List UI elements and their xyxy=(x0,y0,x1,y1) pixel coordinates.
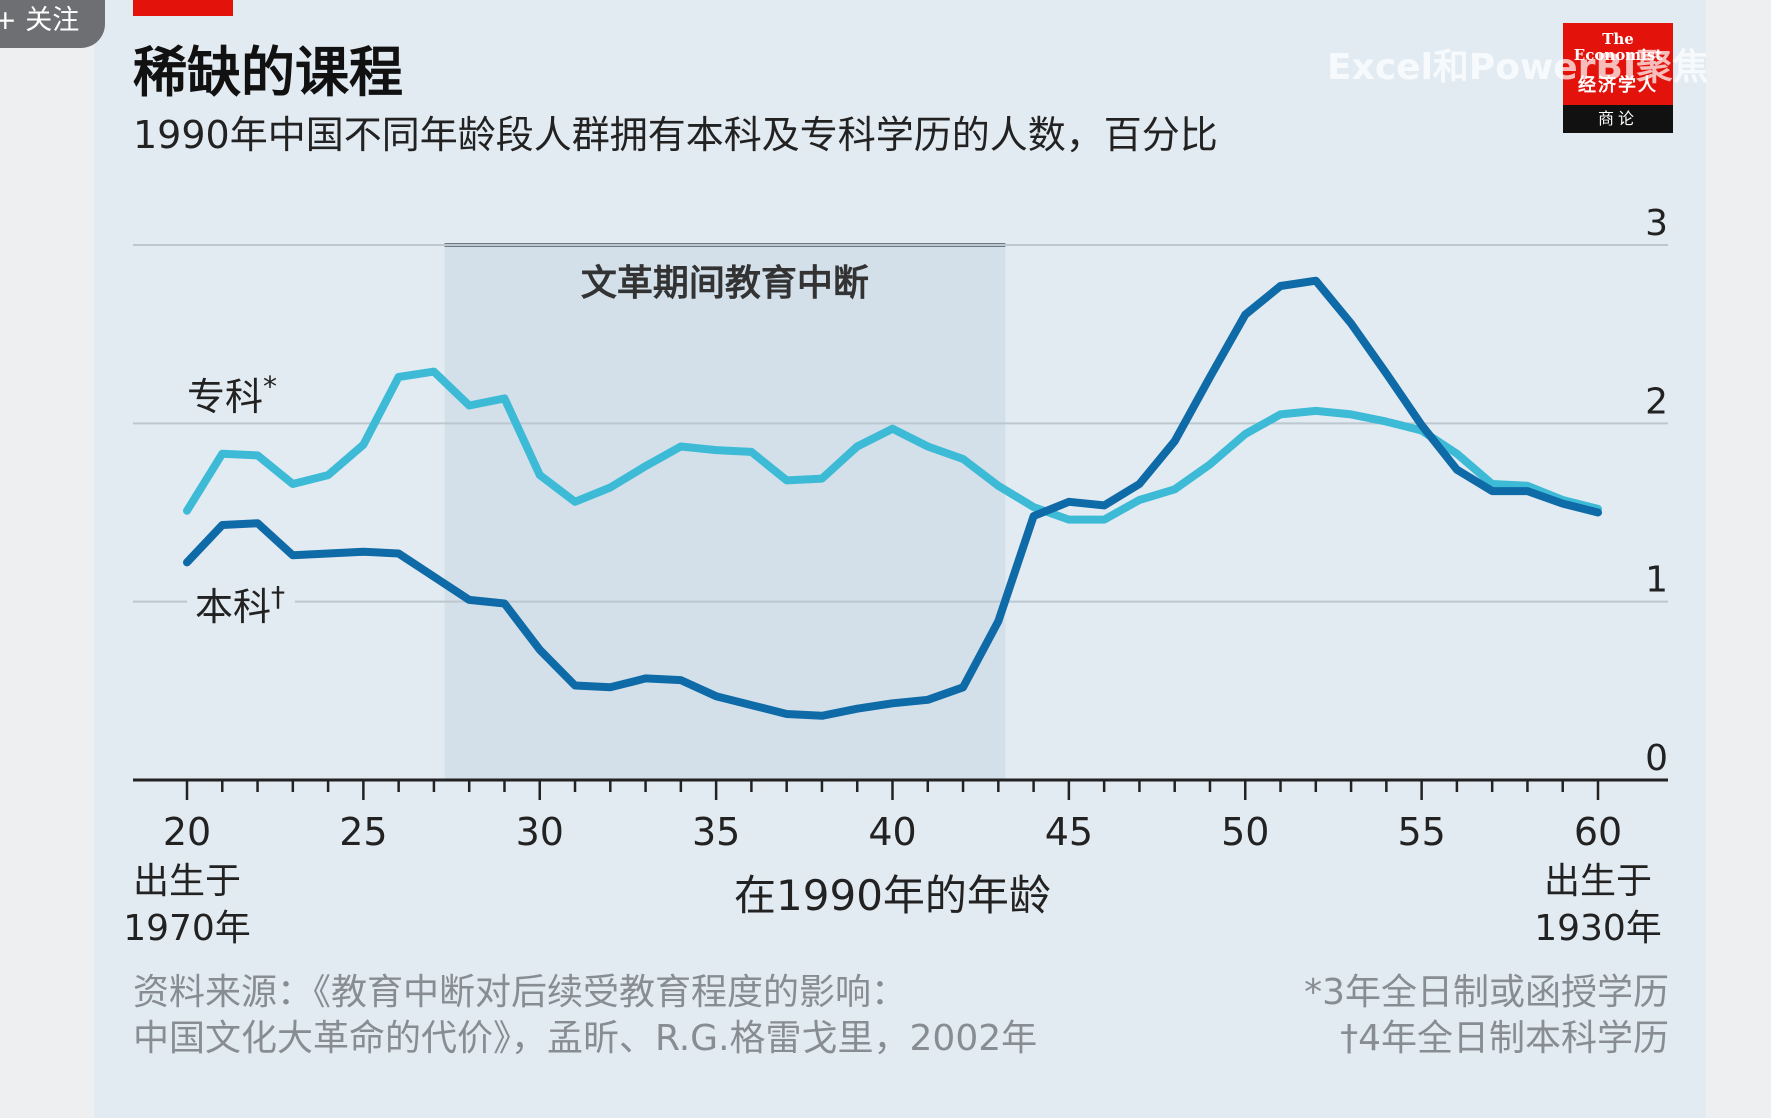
logo-middle-text: 经济学人 xyxy=(1578,75,1658,96)
x-start-label: 出生于 xyxy=(133,861,241,902)
annotation-layer: 文革期间教育中断 xyxy=(444,243,1006,780)
economist-logo: The Economist 经济学人 商论 xyxy=(1563,23,1673,133)
x-tick-label: 45 xyxy=(1045,810,1093,854)
x-axis: 20 25 30 35 40 45 50 55 60 在1990年的年龄 出生于 1970年 出生于 19… xyxy=(123,778,1668,949)
logo-top-text: The Economist xyxy=(1573,30,1663,64)
y-tick-label: 2 xyxy=(1645,381,1668,422)
x-start-label: 1970年 xyxy=(123,908,251,949)
x-axis-title: 在1990年的年龄 xyxy=(734,871,1051,920)
y-tick-label: 0 xyxy=(1645,738,1668,779)
logo-bottom-text: 商论 xyxy=(1563,105,1673,133)
series-label-zhuanke: 专科* xyxy=(187,370,277,419)
series-label-benke: 本科† xyxy=(195,580,285,629)
x-tick-label: 55 xyxy=(1397,810,1445,854)
x-tick-label: 35 xyxy=(692,810,740,854)
grid-layer: 0 1 2 3 xyxy=(133,203,1668,779)
x-end-label: 出生于 xyxy=(1544,861,1652,902)
x-tick-label: 40 xyxy=(868,810,916,854)
annotation-label: 文革期间教育中断 xyxy=(581,263,869,304)
chart-title: 稀缺的课程 xyxy=(133,41,403,104)
annotation-band xyxy=(444,245,1006,780)
x-tick-label: 60 xyxy=(1574,810,1622,854)
label-layer: 专科* 本科† xyxy=(187,370,295,636)
y-tick-label: 3 xyxy=(1645,203,1668,244)
source-line-1: 资料来源：《教育中断对后续受教育程度的影响： xyxy=(133,972,908,1013)
series-layer xyxy=(183,276,1602,720)
follow-button[interactable]: + 关注 xyxy=(0,0,105,48)
chart-subtitle: 1990年中国不同年龄段人群拥有本科及专科学历的人数，百分比 xyxy=(133,113,1218,157)
x-tick-label: 25 xyxy=(339,810,387,854)
footnote-benke: †4年全日制本科学历 xyxy=(1340,1018,1669,1059)
series-label-bg xyxy=(187,572,295,636)
x-tick-label: 50 xyxy=(1221,810,1269,854)
x-tick-label: 30 xyxy=(516,810,564,854)
footnote-zhuanke: *3年全日制或函授学历 xyxy=(1304,972,1669,1013)
y-tick-label: 1 xyxy=(1645,560,1668,601)
series-line-zhuanke xyxy=(183,367,1602,524)
x-end-label: 1930年 xyxy=(1534,908,1662,949)
x-tick-label: 20 xyxy=(163,810,211,854)
brand-red-bar xyxy=(133,0,233,16)
watermark-text: Excel和PowerBI聚焦 xyxy=(1327,47,1709,88)
source-line-2: 中国文化大革命的代价》，孟昕、R.G.格雷戈里，2002年 xyxy=(133,1018,1038,1059)
series-line-benke xyxy=(183,276,1602,720)
